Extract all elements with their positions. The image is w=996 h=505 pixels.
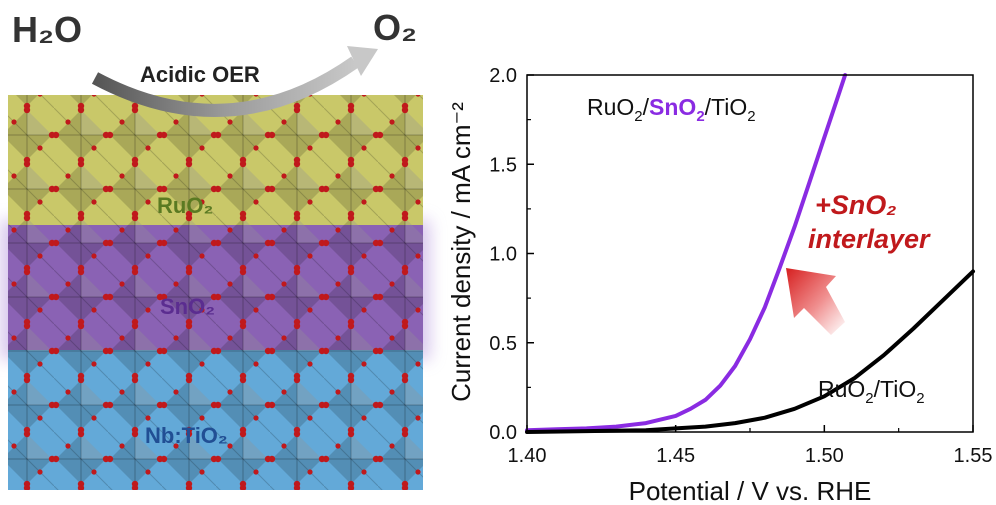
y-tick-label-4: 2.0 <box>489 65 517 87</box>
sep: / <box>643 94 650 120</box>
series-line-1 <box>525 269 975 434</box>
crystal-schematic: H₂O O₂ Acidic OER RuO₂ SnO₂ Nb:TiO₂ <box>0 7 430 490</box>
sno2-label: SnO₂ <box>160 294 215 319</box>
x-axis-label: Potential / V vs. RHE <box>629 476 872 505</box>
series-label-ruo2: RuO <box>587 94 634 120</box>
series-line-0 <box>525 73 848 433</box>
product-label: O₂ <box>373 7 417 48</box>
series-label-sno2: SnO <box>649 94 696 120</box>
lsv-chart: Current density / mA cm⁻² 1.40 1.45 1.50 1.… <box>446 65 992 505</box>
reaction-arrow-head <box>347 46 378 76</box>
label1-ru: RuO <box>818 376 865 402</box>
x-tick-label-0: 1.40 <box>508 445 547 467</box>
annotation-line1: +SnO₂ <box>815 190 897 220</box>
y-axis-label: Current density / mA cm⁻² <box>446 102 476 402</box>
sep2: /TiO <box>705 94 748 120</box>
y-tick-label-0: 0.0 <box>489 422 517 444</box>
y-tick-label-1: 0.5 <box>489 333 517 355</box>
x-tick-label-2: 1.50 <box>805 445 844 467</box>
lattice-overlay <box>8 95 423 490</box>
ruo2-label: RuO₂ <box>157 193 213 218</box>
process-label: Acidic OER <box>140 62 260 87</box>
reaction-arrow <box>91 56 359 117</box>
annotation-line2: interlayer <box>808 224 931 254</box>
reactant-label: H₂O <box>12 9 82 50</box>
series-lines <box>525 73 975 434</box>
label1-sub2: 2 <box>916 390 924 407</box>
sub-2c: 2 <box>747 108 755 125</box>
nbtio2-label: Nb:TiO₂ <box>145 423 228 448</box>
x-tick-label-1: 1.45 <box>656 445 695 467</box>
series-label-ruo2-sno2-tio2: RuO2/SnO2/TiO2 <box>587 94 756 125</box>
y-tick-label-3: 1.5 <box>489 154 517 176</box>
sub-2b: 2 <box>696 108 704 125</box>
x-tick-label-3: 1.55 <box>954 445 993 467</box>
sub-2: 2 <box>634 108 642 125</box>
plot-frame <box>526 74 974 433</box>
axis-ticks: 1.40 1.45 1.50 1.55 0.0 0.5 1.0 1.5 2.0 <box>489 65 992 467</box>
y-tick-label-2: 1.0 <box>489 244 517 266</box>
series-label-ruo2-tio2: RuO2/TiO2 <box>818 376 925 407</box>
label1-sub1: 2 <box>865 390 873 407</box>
label1-rest: /TiO <box>874 376 917 402</box>
interlayer-arrow <box>786 268 845 335</box>
